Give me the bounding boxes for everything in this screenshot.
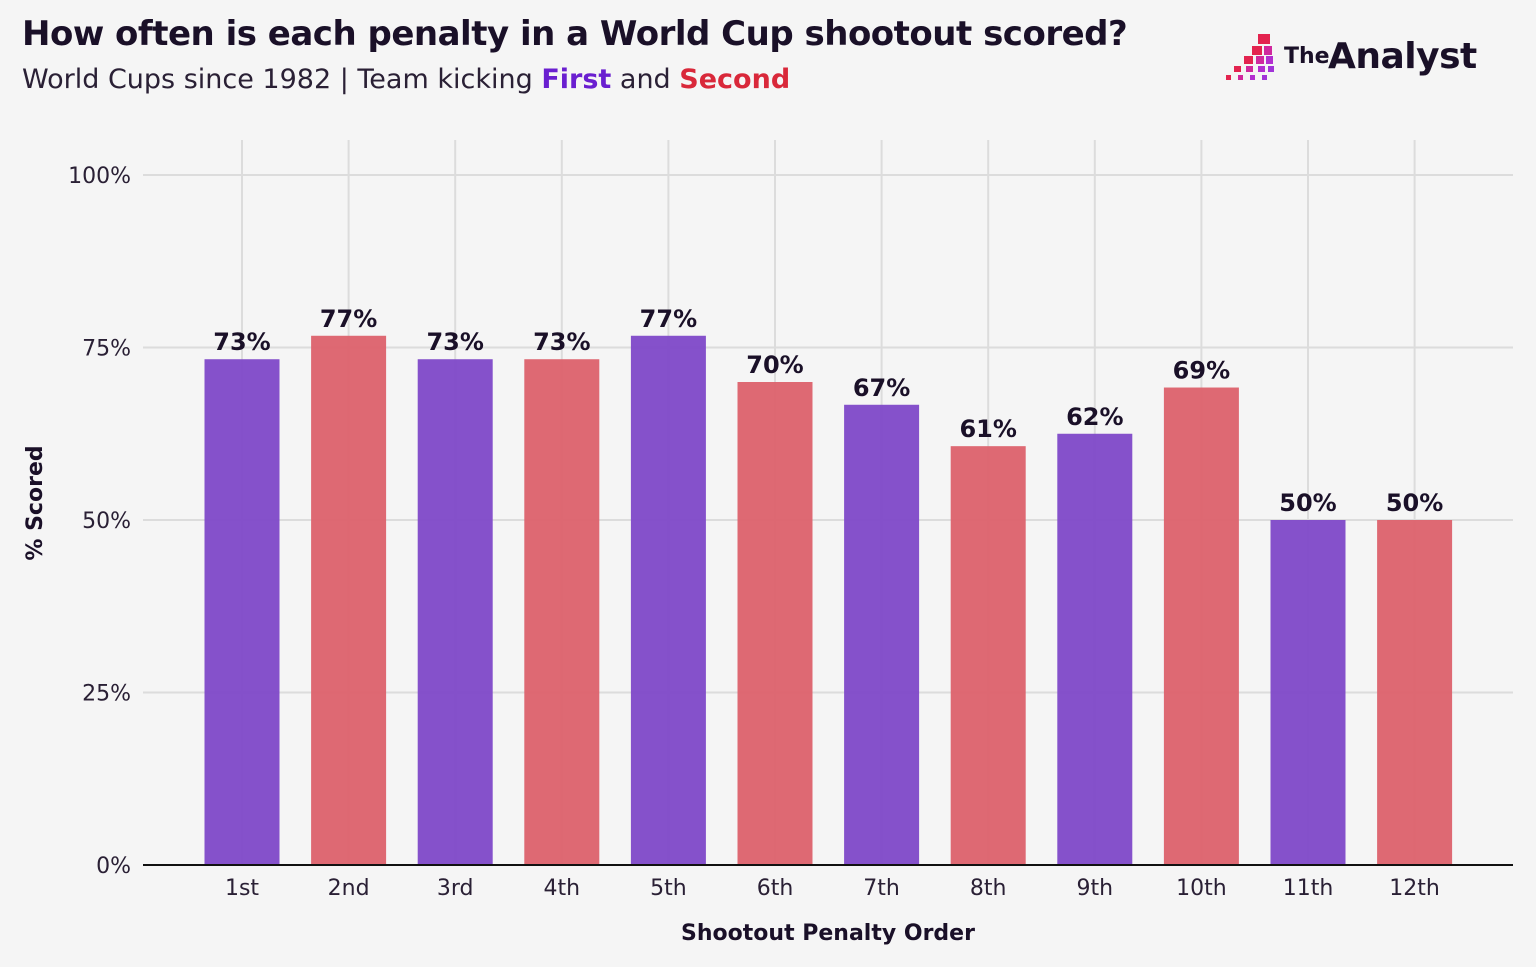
bar-2nd: [311, 335, 387, 865]
bar-1st: [204, 359, 280, 865]
x-tick-label: 2nd: [328, 876, 370, 901]
y-tick-label: 100%: [68, 164, 131, 189]
x-tick-label: 10th: [1176, 876, 1227, 901]
subtitle-prefix: World Cups since 1982 | Team kicking: [22, 64, 542, 95]
x-tick-label: 8th: [970, 876, 1007, 901]
legend-first: First: [541, 64, 612, 95]
data-label: 61%: [959, 415, 1016, 443]
bar-10th: [1163, 387, 1239, 865]
x-tick-label: 6th: [757, 876, 794, 901]
data-label: 69%: [1173, 357, 1230, 385]
y-axis-label: % Scored: [23, 445, 48, 560]
bar-8th: [950, 446, 1026, 865]
data-label: 50%: [1386, 489, 1443, 517]
x-tick-label: 7th: [863, 876, 900, 901]
y-tick-label: 0%: [96, 854, 131, 879]
data-label: 73%: [426, 328, 483, 356]
y-tick-label: 75%: [82, 337, 131, 362]
x-tick-label: 5th: [650, 876, 687, 901]
logo-analyst: Analyst: [1328, 36, 1477, 77]
logo-the: The: [1284, 44, 1330, 69]
legend-second: Second: [679, 64, 791, 95]
data-label: 77%: [320, 305, 377, 333]
x-tick-label: 4th: [544, 876, 581, 901]
bar-7th: [844, 404, 920, 865]
data-label: 50%: [1279, 489, 1336, 517]
bar-5th: [630, 335, 706, 865]
x-tick-label: 11th: [1283, 876, 1334, 901]
bar-6th: [737, 382, 813, 865]
logo-mark-icon: [1226, 34, 1274, 80]
chart-subtitle: World Cups since 1982 | Team kicking Fir…: [22, 64, 790, 95]
x-tick-label: 1st: [225, 876, 259, 901]
y-tick-label: 25%: [82, 682, 131, 707]
x-tick-label: 3rd: [437, 876, 474, 901]
x-axis-label: Shootout Penalty Order: [681, 921, 975, 946]
data-label: 73%: [213, 328, 270, 356]
data-label: 67%: [853, 374, 910, 402]
data-label: 73%: [533, 328, 590, 356]
bar-9th: [1057, 433, 1133, 865]
data-label: 70%: [746, 351, 803, 379]
x-tick-label: 12th: [1389, 876, 1440, 901]
y-tick-label: 50%: [82, 509, 131, 534]
data-label: 62%: [1066, 403, 1123, 431]
data-label: 77%: [640, 305, 697, 333]
x-tick-label: 9th: [1077, 876, 1114, 901]
subtitle-and: and: [611, 64, 680, 95]
bar-3rd: [417, 359, 493, 865]
chart-title: How often is each penalty in a World Cup…: [22, 14, 1128, 54]
the-analyst-logo: The Analyst: [1226, 34, 1496, 84]
bar-11th: [1270, 520, 1346, 865]
bar-4th: [524, 359, 600, 865]
bar-12th: [1377, 520, 1453, 865]
